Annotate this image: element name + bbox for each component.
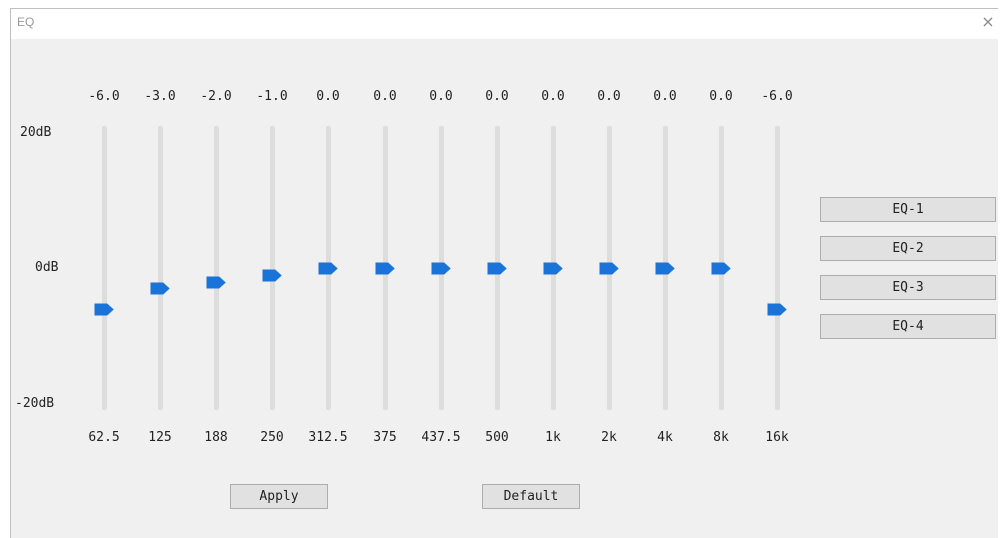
slider-thumb-icon[interactable] bbox=[262, 269, 282, 282]
band-gain-value: 0.0 bbox=[541, 89, 565, 104]
db-min-label: -20dB bbox=[15, 396, 55, 411]
band-frequency-label: 125 bbox=[148, 430, 172, 445]
band-gain-value: 0.0 bbox=[429, 89, 453, 104]
slider-thumb-icon[interactable] bbox=[94, 303, 114, 316]
window-title: EQ bbox=[17, 15, 35, 29]
band-gain-value: 0.0 bbox=[485, 89, 509, 104]
slider-thumb-icon[interactable] bbox=[711, 262, 731, 275]
apply-button[interactable]: Apply bbox=[230, 484, 328, 509]
band-slider-track[interactable] bbox=[158, 126, 163, 410]
band-frequency-label: 312.5 bbox=[308, 430, 348, 445]
slider-thumb-icon[interactable] bbox=[767, 303, 787, 316]
band-gain-value: -6.0 bbox=[761, 89, 793, 104]
band-gain-value: -3.0 bbox=[144, 89, 176, 104]
band-gain-value: 0.0 bbox=[597, 89, 621, 104]
band-gain-value: -1.0 bbox=[256, 89, 288, 104]
band-gain-value: 0.0 bbox=[373, 89, 397, 104]
band-frequency-label: 2k bbox=[601, 430, 617, 445]
slider-thumb-icon[interactable] bbox=[318, 262, 338, 275]
preset-eq-4-button[interactable]: EQ-4 bbox=[820, 314, 996, 339]
preset-eq-2-button[interactable]: EQ-2 bbox=[820, 236, 996, 261]
band-gain-value: -6.0 bbox=[88, 89, 120, 104]
band-frequency-label: 4k bbox=[657, 430, 673, 445]
band-gain-value: 0.0 bbox=[709, 89, 733, 104]
title-bar: EQ × bbox=[11, 9, 998, 39]
close-icon[interactable]: × bbox=[981, 12, 995, 31]
db-max-label: 20dB bbox=[20, 125, 52, 140]
slider-thumb-icon[interactable] bbox=[655, 262, 675, 275]
band-slider-track[interactable] bbox=[102, 126, 107, 410]
db-mid-label: 0dB bbox=[35, 260, 59, 275]
band-frequency-label: 1k bbox=[545, 430, 561, 445]
band-gain-value: 0.0 bbox=[653, 89, 677, 104]
slider-thumb-icon[interactable] bbox=[599, 262, 619, 275]
band-frequency-label: 375 bbox=[373, 430, 397, 445]
preset-eq-3-button[interactable]: EQ-3 bbox=[820, 275, 996, 300]
eq-window: EQ × bbox=[10, 8, 998, 538]
slider-thumb-icon[interactable] bbox=[431, 262, 451, 275]
band-slider-track[interactable] bbox=[775, 126, 780, 410]
band-frequency-label: 62.5 bbox=[88, 430, 120, 445]
band-frequency-label: 188 bbox=[204, 430, 228, 445]
slider-thumb-icon[interactable] bbox=[150, 282, 170, 295]
band-frequency-label: 16k bbox=[765, 430, 789, 445]
band-frequency-label: 250 bbox=[260, 430, 284, 445]
slider-thumb-icon[interactable] bbox=[375, 262, 395, 275]
slider-thumb-icon[interactable] bbox=[206, 276, 226, 289]
band-frequency-label: 437.5 bbox=[421, 430, 461, 445]
band-slider-track[interactable] bbox=[270, 126, 275, 410]
band-gain-value: 0.0 bbox=[316, 89, 340, 104]
slider-thumb-icon[interactable] bbox=[543, 262, 563, 275]
default-button[interactable]: Default bbox=[482, 484, 580, 509]
band-slider-track[interactable] bbox=[214, 126, 219, 410]
preset-eq-1-button[interactable]: EQ-1 bbox=[820, 197, 996, 222]
band-frequency-label: 500 bbox=[485, 430, 509, 445]
band-gain-value: -2.0 bbox=[200, 89, 232, 104]
slider-thumb-icon[interactable] bbox=[487, 262, 507, 275]
band-frequency-label: 8k bbox=[713, 430, 729, 445]
